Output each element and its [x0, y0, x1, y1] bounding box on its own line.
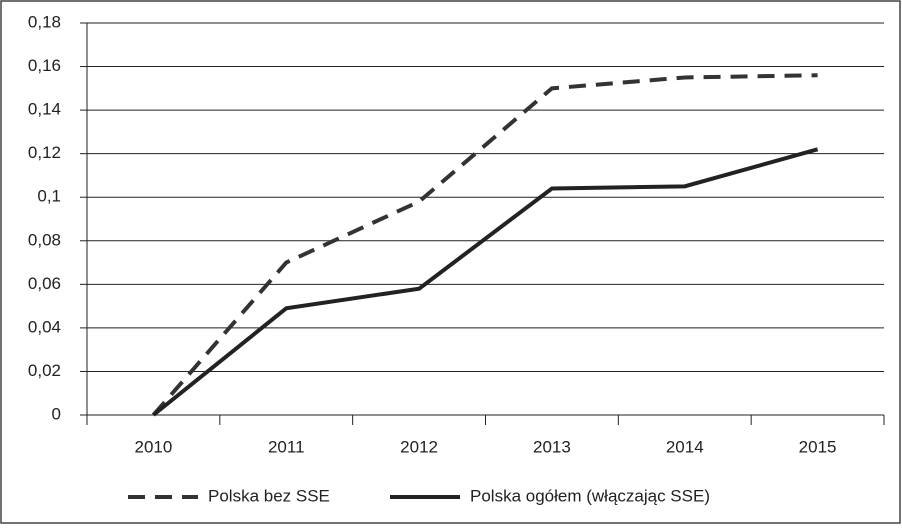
- y-tick-label: 0,1: [37, 187, 61, 206]
- y-tick-label: 0: [52, 404, 61, 423]
- x-tick-label: 2010: [135, 437, 173, 456]
- y-tick-label: 0,08: [28, 230, 61, 249]
- x-tick-label: 2014: [666, 437, 704, 456]
- y-tick-label: 0,18: [28, 12, 61, 31]
- y-tick-label: 0,14: [28, 100, 61, 119]
- x-tick-label: 2012: [400, 437, 438, 456]
- series-line: [152, 147, 819, 417]
- legend-label: Polska bez SSE: [208, 486, 330, 505]
- x-tick-label: 2011: [268, 437, 305, 456]
- y-tick-label: 0,16: [28, 56, 61, 75]
- legend-label: Polska ogółem (włączając SSE): [470, 486, 710, 505]
- series-line: [151, 73, 818, 417]
- x-tick-label: 2013: [533, 437, 571, 456]
- y-tick-label: 0,02: [28, 361, 61, 380]
- x-tick-label: 2015: [799, 437, 837, 456]
- y-tick-label: 0,06: [28, 274, 61, 293]
- y-tick-label: 0,12: [28, 143, 61, 162]
- y-tick-label: 0,04: [28, 317, 61, 336]
